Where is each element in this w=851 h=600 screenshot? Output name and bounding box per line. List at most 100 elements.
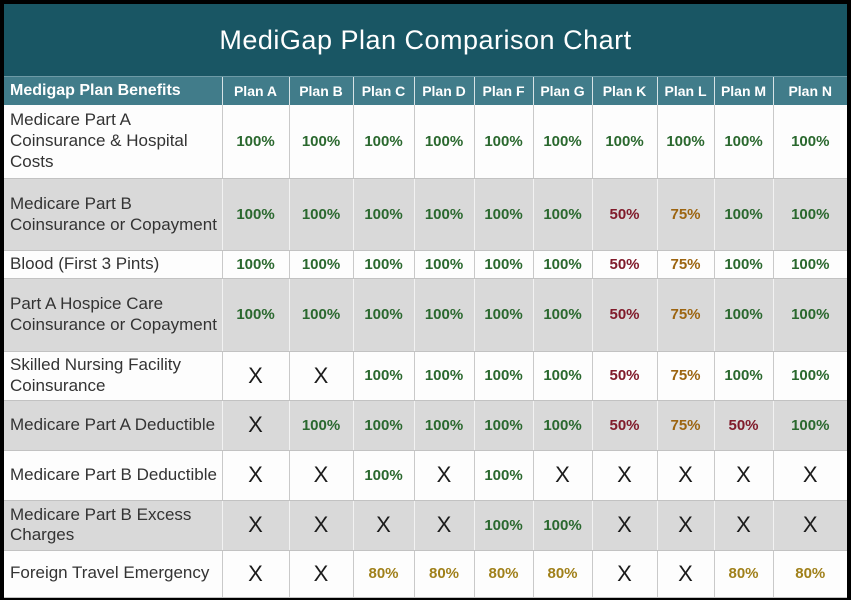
plan-value-cell: 100% bbox=[772, 351, 847, 401]
plan-value-cell: 80% bbox=[352, 550, 414, 598]
plan-value-cell: 100% bbox=[473, 178, 533, 251]
table-body: Medicare Part A Coinsurance & Hospital C… bbox=[4, 104, 847, 598]
plan-value-cell: 100% bbox=[413, 104, 474, 179]
benefit-label: Foreign Travel Emergency bbox=[4, 550, 222, 598]
plan-value-cell: X bbox=[288, 500, 353, 551]
plan-value-cell: 100% bbox=[221, 104, 289, 179]
comparison-table: Medigap Plan Benefits Plan A Plan B Plan C… bbox=[4, 76, 847, 598]
benefit-label: Part A Hospice Care Coinsurance or Copay… bbox=[4, 278, 222, 352]
plan-value-cell: 50% bbox=[591, 351, 657, 401]
plan-value-cell: 75% bbox=[656, 278, 714, 352]
plan-value-cell: 75% bbox=[656, 178, 714, 251]
plan-value-cell: 100% bbox=[288, 178, 353, 251]
plan-column-header-plan-a: Plan A bbox=[221, 76, 289, 105]
plan-value-cell: 100% bbox=[656, 104, 714, 179]
plan-value-cell: 100% bbox=[473, 450, 533, 501]
plan-value-cell: X bbox=[221, 500, 289, 551]
plan-value-cell: 100% bbox=[532, 278, 592, 352]
plan-value-cell: 80% bbox=[772, 550, 847, 598]
plan-value-cell: 100% bbox=[221, 178, 289, 251]
plan-column-header-plan-l: Plan L bbox=[656, 76, 714, 105]
benefit-label: Medicare Part A Deductible bbox=[4, 400, 222, 451]
plan-column-header-plan-c: Plan C bbox=[352, 76, 414, 105]
plan-value-cell: 100% bbox=[772, 178, 847, 251]
plan-value-cell: 100% bbox=[413, 178, 474, 251]
plan-column-header-plan-k: Plan K bbox=[591, 76, 657, 105]
table-row: Foreign Travel Emergency X X 80% 80% 80% 80% X X… bbox=[4, 550, 847, 598]
table-header-row: Medigap Plan Benefits Plan A Plan B Plan C… bbox=[4, 76, 847, 105]
plan-value-cell: 100% bbox=[532, 178, 592, 251]
plan-value-cell: 100% bbox=[352, 450, 414, 501]
plan-value-cell: X bbox=[221, 400, 289, 451]
plan-value-cell: 100% bbox=[352, 278, 414, 352]
plan-value-cell: X bbox=[352, 500, 414, 551]
plan-value-cell: 80% bbox=[413, 550, 474, 598]
plan-value-cell: 100% bbox=[713, 178, 773, 251]
plan-value-cell: 100% bbox=[413, 400, 474, 451]
plan-value-cell: 100% bbox=[473, 400, 533, 451]
plan-value-cell: 100% bbox=[413, 351, 474, 401]
plan-value-cell: 100% bbox=[713, 351, 773, 401]
plan-value-cell: 100% bbox=[352, 104, 414, 179]
benefit-label: Medicare Part A Coinsurance & Hospital C… bbox=[4, 104, 222, 179]
plan-value-cell: 75% bbox=[656, 351, 714, 401]
plan-value-cell: X bbox=[713, 450, 773, 501]
title-bar: MediGap Plan Comparison Chart bbox=[4, 4, 847, 76]
plan-value-cell: 100% bbox=[473, 351, 533, 401]
plan-column-header-plan-g: Plan G bbox=[532, 76, 592, 105]
plan-value-cell: 100% bbox=[413, 250, 474, 279]
plan-value-cell: 100% bbox=[772, 400, 847, 451]
plan-value-cell: 100% bbox=[352, 250, 414, 279]
plan-value-cell: 80% bbox=[713, 550, 773, 598]
plan-value-cell: 100% bbox=[288, 104, 353, 179]
plan-value-cell: 75% bbox=[656, 250, 714, 279]
plan-value-cell: 100% bbox=[532, 351, 592, 401]
plan-value-cell: X bbox=[221, 450, 289, 501]
plan-column-header-plan-d: Plan D bbox=[413, 76, 474, 105]
plan-value-cell: X bbox=[772, 450, 847, 501]
benefit-label: Medicare Part B Excess Charges bbox=[4, 500, 222, 551]
plan-value-cell: 100% bbox=[413, 278, 474, 352]
table-row: Medicare Part A Deductible X 100% 100% 100% 1… bbox=[4, 400, 847, 451]
plan-value-cell: 100% bbox=[532, 250, 592, 279]
plan-value-cell: X bbox=[591, 550, 657, 598]
plan-value-cell: 100% bbox=[473, 500, 533, 551]
plan-value-cell: 100% bbox=[473, 104, 533, 179]
plan-value-cell: 100% bbox=[713, 278, 773, 352]
plan-column-header-plan-b: Plan B bbox=[288, 76, 353, 105]
plan-value-cell: 100% bbox=[352, 351, 414, 401]
plan-value-cell: 80% bbox=[473, 550, 533, 598]
table-row: Blood (First 3 Pints) 100% 100% 100% 100% 100… bbox=[4, 250, 847, 279]
plan-value-cell: 50% bbox=[591, 400, 657, 451]
plan-value-cell: 100% bbox=[532, 104, 592, 179]
plan-value-cell: 100% bbox=[772, 104, 847, 179]
plan-value-cell: 100% bbox=[772, 278, 847, 352]
plan-value-cell: X bbox=[288, 351, 353, 401]
table-row: Part A Hospice Care Coinsurance or Copay… bbox=[4, 278, 847, 352]
plan-value-cell: 50% bbox=[591, 178, 657, 251]
plan-value-cell: 100% bbox=[288, 400, 353, 451]
plan-value-cell: 80% bbox=[532, 550, 592, 598]
plan-value-cell: X bbox=[288, 450, 353, 501]
plan-value-cell: X bbox=[772, 500, 847, 551]
benefit-label: Medicare Part B Coinsurance or Copayment bbox=[4, 178, 222, 251]
plan-column-header-plan-n: Plan N bbox=[772, 76, 847, 105]
plan-value-cell: X bbox=[713, 500, 773, 551]
plan-value-cell: X bbox=[221, 351, 289, 401]
benefit-label: Medicare Part B Deductible bbox=[4, 450, 222, 501]
benefit-label: Skilled Nursing Facility Coinsurance bbox=[4, 351, 222, 401]
plan-value-cell: 75% bbox=[656, 400, 714, 451]
plan-value-cell: 100% bbox=[221, 278, 289, 352]
plan-value-cell: 100% bbox=[473, 250, 533, 279]
plan-value-cell: 100% bbox=[591, 104, 657, 179]
plan-value-cell: 100% bbox=[532, 500, 592, 551]
table-row: Medicare Part B Excess Charges X X X X 100% 10… bbox=[4, 500, 847, 551]
chart-background: MediGap Plan Comparison Chart Medigap Pl… bbox=[4, 4, 847, 598]
plan-value-cell: 100% bbox=[532, 400, 592, 451]
plan-value-cell: X bbox=[656, 500, 714, 551]
table-row: Medicare Part A Coinsurance & Hospital C… bbox=[4, 104, 847, 179]
page-title: MediGap Plan Comparison Chart bbox=[219, 24, 632, 55]
plan-value-cell: X bbox=[591, 450, 657, 501]
plan-value-cell: X bbox=[591, 500, 657, 551]
